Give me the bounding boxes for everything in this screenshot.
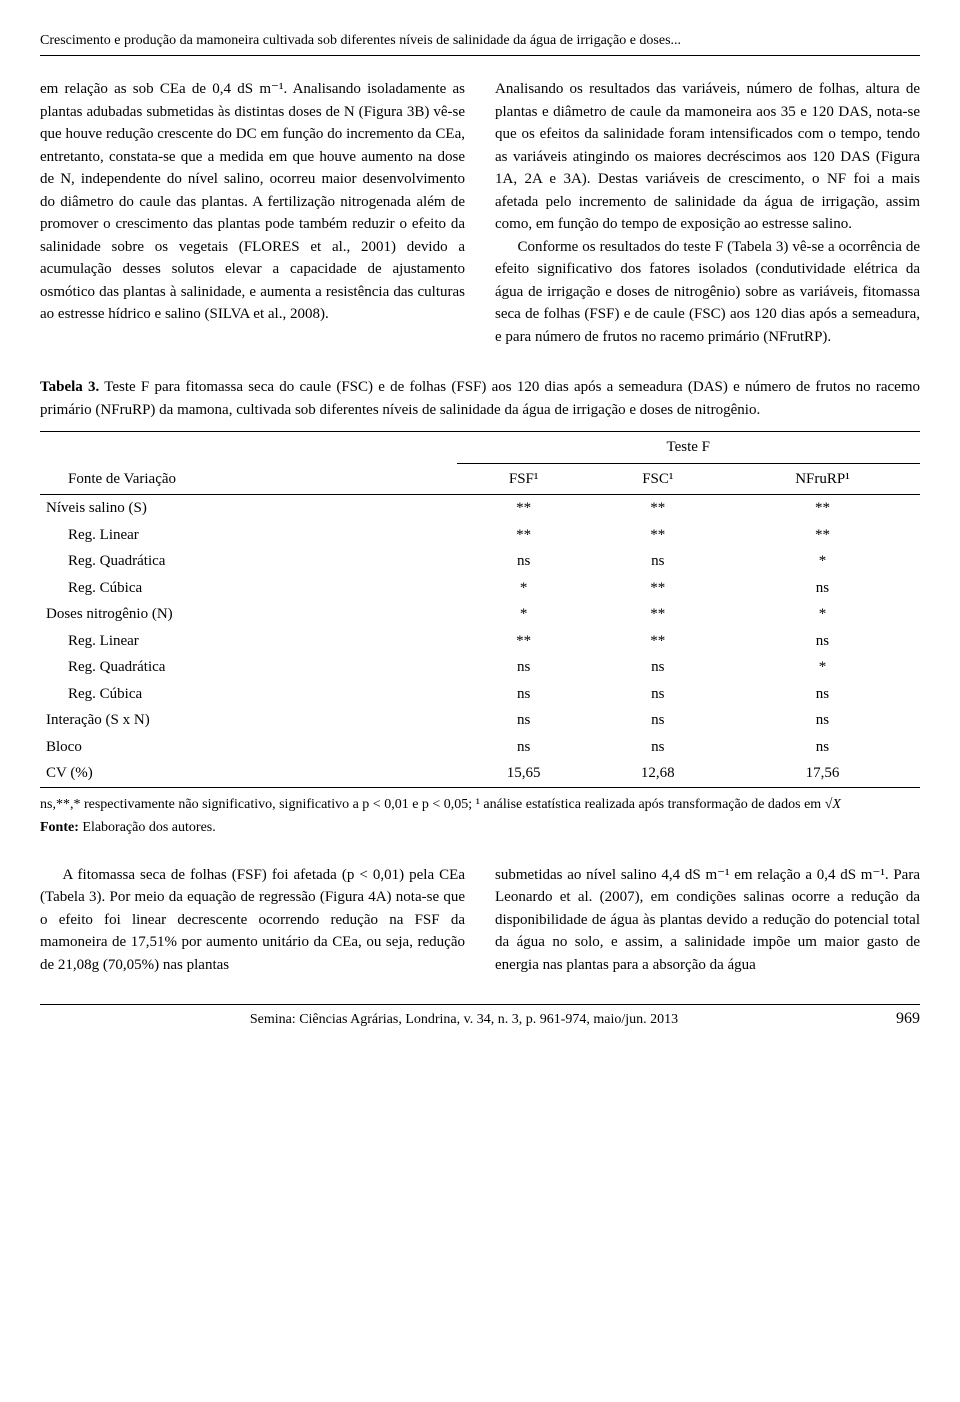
cell-value: 15,65 bbox=[457, 760, 591, 787]
paragraph: Conforme os resultados do teste F (Tabel… bbox=[495, 236, 920, 349]
cell-value: 12,68 bbox=[591, 760, 725, 787]
running-header: Crescimento e produção da mamoneira cult… bbox=[40, 30, 920, 51]
journal-info: Semina: Ciências Agrárias, Londrina, v. … bbox=[40, 1009, 888, 1030]
left-column: A fitomassa seca de folhas (FSF) foi afe… bbox=[40, 864, 465, 977]
cell-value: ns bbox=[591, 734, 725, 761]
row-label: Reg. Cúbica bbox=[40, 575, 457, 602]
table-label: Tabela 3. bbox=[40, 379, 99, 395]
cell-value: * bbox=[725, 548, 920, 575]
cell-value: ** bbox=[457, 628, 591, 655]
anova-table: Fonte de Variação Teste F FSF¹ FSC¹ NFru… bbox=[40, 431, 920, 788]
cell-value: ns bbox=[725, 575, 920, 602]
cell-value: ns bbox=[725, 628, 920, 655]
col-header: FSC¹ bbox=[591, 463, 725, 495]
cell-value: * bbox=[457, 601, 591, 628]
row-label: Reg. Quadrática bbox=[40, 654, 457, 681]
row-label: Doses nitrogênio (N) bbox=[40, 601, 457, 628]
cell-value: ns bbox=[725, 707, 920, 734]
col-header: FSF¹ bbox=[457, 463, 591, 495]
cell-value: ns bbox=[457, 707, 591, 734]
row-label: Níveis salino (S) bbox=[40, 495, 457, 522]
cell-value: ** bbox=[457, 522, 591, 549]
page-number: 969 bbox=[888, 1007, 920, 1031]
cell-value: 17,56 bbox=[725, 760, 920, 787]
row-label: Reg. Linear bbox=[40, 628, 457, 655]
cell-value: * bbox=[725, 654, 920, 681]
row-label: Reg. Linear bbox=[40, 522, 457, 549]
paragraph: Analisando os resultados das variáveis, … bbox=[495, 78, 920, 236]
cell-value: ns bbox=[457, 654, 591, 681]
table-footnote: ns,**,* respectivamente não significativ… bbox=[40, 794, 920, 815]
cell-value: ** bbox=[591, 628, 725, 655]
cell-value: ** bbox=[725, 522, 920, 549]
header-rule bbox=[40, 55, 920, 56]
footnote-text: ns,**,* respectivamente não significativ… bbox=[40, 797, 825, 812]
table-caption-text: Teste F para fitomassa seca do caule (FS… bbox=[40, 379, 920, 418]
cell-value: ns bbox=[457, 548, 591, 575]
cell-value: * bbox=[457, 575, 591, 602]
paragraph: A fitomassa seca de folhas (FSF) foi afe… bbox=[40, 864, 465, 977]
source-label: Fonte: bbox=[40, 820, 79, 835]
cell-value: ns bbox=[591, 654, 725, 681]
paragraph: em relação as sob CEa de 0,4 dS m⁻¹. Ana… bbox=[40, 78, 465, 326]
body-columns-bottom: A fitomassa seca de folhas (FSF) foi afe… bbox=[40, 864, 920, 977]
right-column: submetidas ao nível salino 4,4 dS m⁻¹ em… bbox=[495, 864, 920, 977]
cell-value: ** bbox=[591, 495, 725, 522]
row-label: Reg. Quadrática bbox=[40, 548, 457, 575]
cell-value: ns bbox=[591, 681, 725, 708]
row-label: Interação (S x N) bbox=[40, 707, 457, 734]
cell-value: ns bbox=[591, 548, 725, 575]
source-text: Elaboração dos autores. bbox=[79, 820, 216, 835]
right-column: Analisando os resultados das variáveis, … bbox=[495, 78, 920, 348]
table-source: Fonte: Elaboração dos autores. bbox=[40, 817, 920, 838]
span-header: Teste F bbox=[457, 432, 920, 464]
row-label: CV (%) bbox=[40, 760, 457, 787]
page-footer: Semina: Ciências Agrárias, Londrina, v. … bbox=[40, 1004, 920, 1031]
cell-value: ** bbox=[591, 575, 725, 602]
cell-value: ** bbox=[591, 522, 725, 549]
body-columns-top: em relação as sob CEa de 0,4 dS m⁻¹. Ana… bbox=[40, 78, 920, 348]
paragraph: submetidas ao nível salino 4,4 dS m⁻¹ em… bbox=[495, 864, 920, 977]
cell-value: * bbox=[725, 601, 920, 628]
footnote-sqrt: √X bbox=[825, 797, 841, 812]
cell-value: ns bbox=[725, 734, 920, 761]
col-header: NFruRP¹ bbox=[725, 463, 920, 495]
cell-value: ** bbox=[725, 495, 920, 522]
cell-value: ns bbox=[457, 734, 591, 761]
cell-value: ns bbox=[725, 681, 920, 708]
table-block: Tabela 3. Teste F para fitomassa seca do… bbox=[40, 376, 920, 838]
row-label: Reg. Cúbica bbox=[40, 681, 457, 708]
row-label: Bloco bbox=[40, 734, 457, 761]
table-caption: Tabela 3. Teste F para fitomassa seca do… bbox=[40, 376, 920, 421]
row-header: Fonte de Variação bbox=[40, 432, 457, 495]
left-column: em relação as sob CEa de 0,4 dS m⁻¹. Ana… bbox=[40, 78, 465, 348]
cell-value: ns bbox=[591, 707, 725, 734]
cell-value: ** bbox=[457, 495, 591, 522]
cell-value: ** bbox=[591, 601, 725, 628]
cell-value: ns bbox=[457, 681, 591, 708]
